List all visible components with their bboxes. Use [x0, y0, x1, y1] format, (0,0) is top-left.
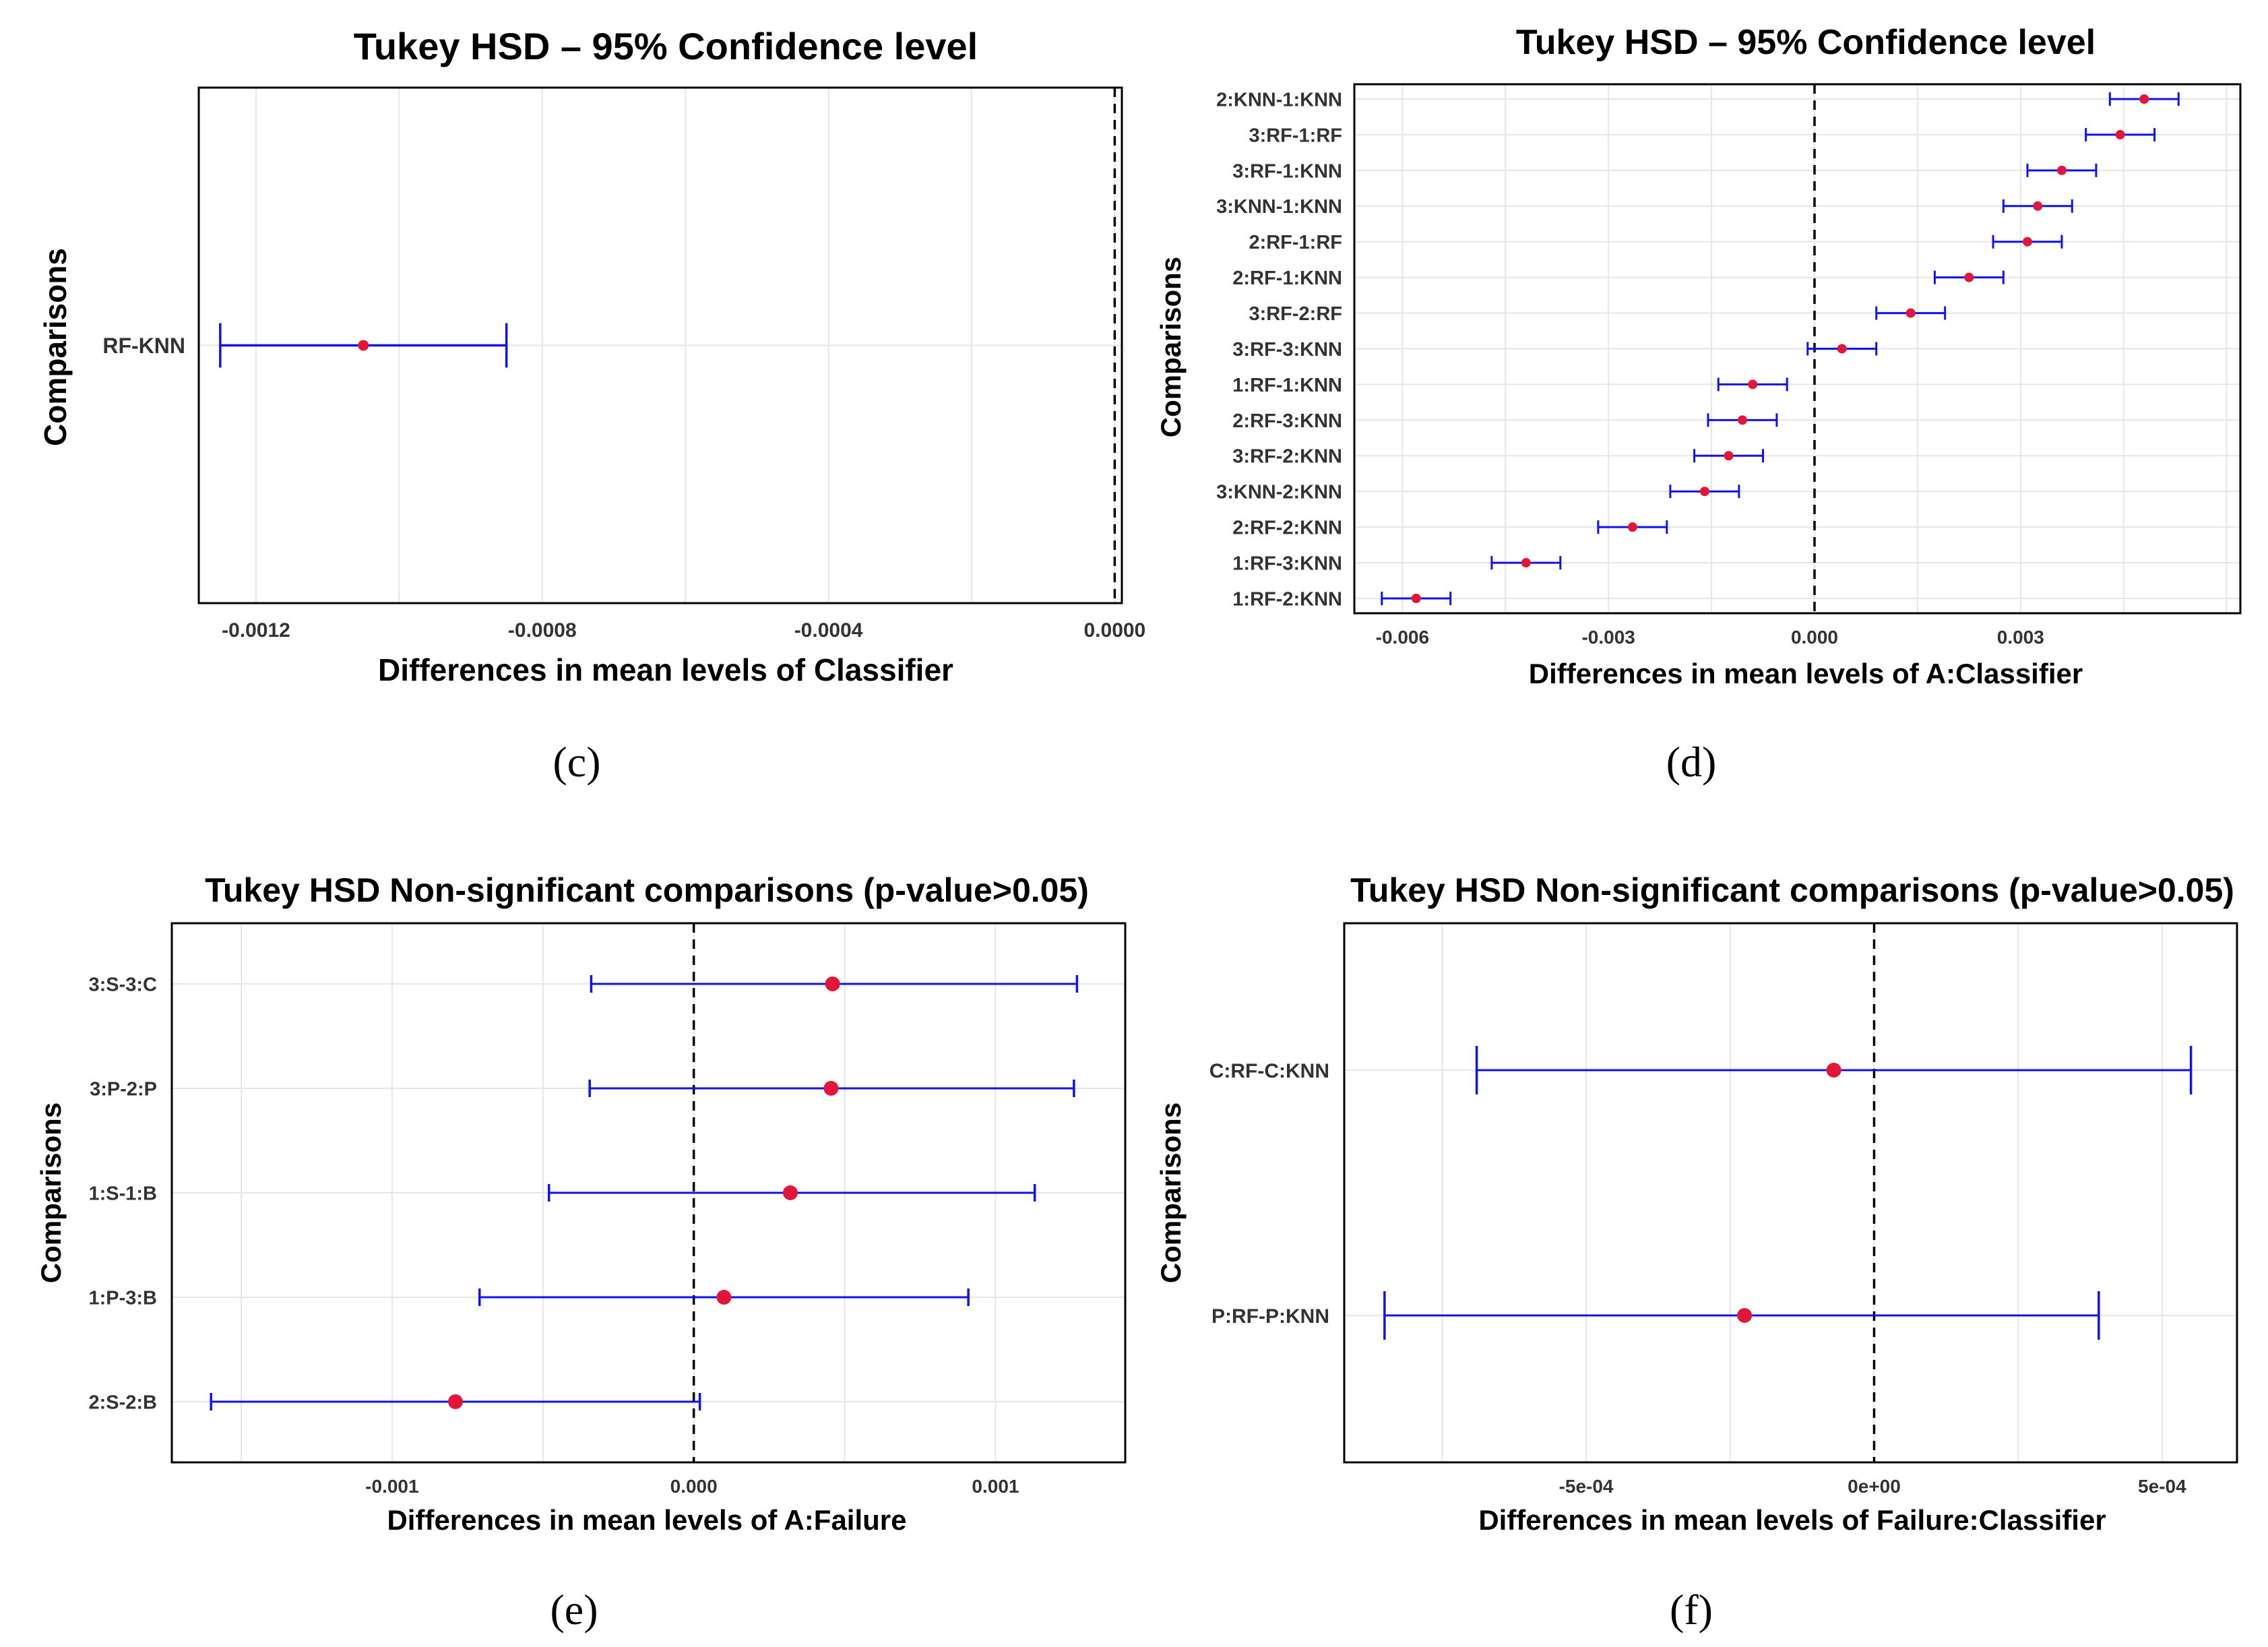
panel-f-xlabel: Differences in mean levels of Failure:Cl… — [1478, 1504, 2106, 1536]
panel-f: Tukey HSD Non-significant comparisons (p… — [1155, 871, 2238, 1634]
panel-f-x-tick-label: 0e+00 — [1848, 1476, 1901, 1497]
panel-d-ylabel: Comparisons — [1155, 257, 1187, 437]
panel-d-category-label: 2:RF-3:KNN — [1232, 410, 1342, 432]
panel-e-mean-point — [782, 1185, 798, 1200]
panel-e-x-tick-label: 0.000 — [670, 1476, 718, 1497]
panel-c-x-tick-label: 0.0000 — [1083, 619, 1145, 642]
panel-c-title: Tukey HSD – 95% Confidence level — [354, 25, 978, 67]
panel-c-x-tick-label: -0.0012 — [222, 619, 290, 642]
panel-f-caption: (f) — [1670, 1586, 1713, 1634]
panel-e-category-label: 3:P-2:P — [90, 1078, 157, 1100]
panel-c: Tukey HSD – 95% Confidence level Differe… — [38, 25, 1145, 786]
panel-d-x-tick-label: 0.000 — [1791, 627, 1838, 648]
panel-d-x-tick-label: -0.006 — [1376, 627, 1429, 648]
panel-f-x-tick-label: 5e-04 — [2138, 1476, 2186, 1497]
panel-d-x-tick-label: 0.003 — [1997, 627, 2044, 648]
panel-d-x-tick-label: -0.003 — [1581, 627, 1635, 648]
panel-e: Tukey HSD Non-significant comparisons (p… — [35, 871, 1127, 1634]
panel-d-mean-point — [1905, 308, 1916, 318]
panel-d-category-label: 3:RF-1:RF — [1249, 125, 1342, 146]
panel-d-category-label: 1:RF-2:KNN — [1232, 588, 1342, 610]
panel-e-category-label: 1:P-3:B — [88, 1287, 157, 1309]
panel-e-category-label: 3:S-3:C — [88, 974, 157, 995]
panel-f-category-label: C:RF-C:KNN — [1209, 1060, 1329, 1082]
panel-d-category-label: 3:KNN-1:KNN — [1216, 196, 1342, 218]
panel-f-mean-point — [1826, 1063, 1841, 1078]
panel-d-category-label: 2:KNN-1:KNN — [1216, 89, 1342, 111]
panel-f-mean-point — [1737, 1308, 1753, 1323]
panel-d-category-label: 3:RF-2:KNN — [1232, 446, 1342, 468]
panel-e-mean-point — [823, 1081, 839, 1096]
panel-d-mean-point — [1964, 272, 1974, 282]
panel-f-title: Tukey HSD Non-significant comparisons (p… — [1350, 871, 2234, 909]
panel-d-category-label: 2:RF-2:KNN — [1232, 518, 1342, 539]
panel-c-frame — [197, 86, 1123, 604]
panel-d-category-label: 1:RF-1:KNN — [1232, 375, 1342, 396]
panel-d-mean-point — [2033, 201, 2043, 211]
panel-d: Tukey HSD – 95% Confidence level Differe… — [1155, 23, 2242, 786]
panel-c-x-tick-label: -0.0008 — [508, 619, 577, 642]
panel-e-mean-point — [825, 976, 840, 991]
panel-d-category-label: 1:RF-3:KNN — [1232, 553, 1342, 575]
panel-f-category-label: P:RF-P:KNN — [1211, 1305, 1329, 1328]
panel-c-category-label: RF-KNN — [102, 334, 185, 358]
panel-d-mean-point — [1737, 415, 1747, 425]
panel-e-ylabel: Comparisons — [35, 1102, 67, 1283]
panel-e-x-tick-label: 0.001 — [972, 1476, 1019, 1497]
panel-d-category-label: 3:RF-3:KNN — [1232, 339, 1342, 361]
panel-e-x-tick-label: -0.001 — [365, 1476, 418, 1497]
panel-d-mean-point — [1699, 487, 1709, 497]
panel-d-mean-point — [2139, 94, 2149, 104]
panel-f-ylabel: Comparisons — [1155, 1102, 1187, 1283]
panel-d-mean-point — [1411, 594, 1421, 603]
panel-e-category-label: 2:S-2:B — [88, 1392, 157, 1413]
panel-c-caption: (c) — [553, 738, 600, 786]
panel-e-caption: (e) — [550, 1586, 598, 1634]
panel-d-caption: (d) — [1666, 738, 1717, 786]
panel-d-frame — [1353, 83, 2242, 615]
panel-e-mean-point — [447, 1394, 463, 1409]
panel-d-mean-point — [2115, 129, 2125, 139]
panel-d-mean-point — [1521, 558, 1531, 568]
panel-d-category-label: 3:RF-1:KNN — [1232, 160, 1342, 182]
panel-d-title: Tukey HSD – 95% Confidence level — [1516, 23, 2096, 62]
panel-d-mean-point — [1627, 522, 1637, 532]
panel-f-frame — [1343, 922, 2238, 1464]
panel-d-mean-point — [2022, 237, 2032, 247]
panel-c-mean-point — [358, 340, 369, 351]
panel-c-x-tick-label: -0.0004 — [794, 619, 863, 642]
panel-d-mean-point — [1837, 344, 1847, 354]
panel-d-mean-point — [2056, 165, 2067, 175]
panel-f-x-tick-label: -5e-04 — [1559, 1476, 1614, 1497]
panel-d-xlabel: Differences in mean levels of A:Classifi… — [1529, 658, 2083, 689]
panel-e-frame — [170, 922, 1127, 1464]
panel-d-mean-point — [1724, 451, 1734, 461]
panel-e-category-label: 1:S-1:B — [88, 1183, 157, 1204]
panel-d-category-label: 3:RF-2:RF — [1249, 303, 1342, 325]
panel-e-mean-point — [716, 1290, 732, 1305]
panel-c-xlabel: Differences in mean levels of Classifier — [378, 652, 953, 687]
panel-c-ylabel: Comparisons — [38, 248, 73, 446]
panel-d-mean-point — [1748, 379, 1758, 390]
panel-d-category-label: 2:RF-1:KNN — [1232, 268, 1342, 289]
panel-e-title: Tukey HSD Non-significant comparisons (p… — [205, 871, 1089, 909]
panel-d-category-label: 3:KNN-2:KNN — [1216, 482, 1342, 503]
panel-e-xlabel: Differences in mean levels of A:Failure — [387, 1504, 906, 1536]
panel-d-category-label: 2:RF-1:RF — [1249, 232, 1342, 253]
